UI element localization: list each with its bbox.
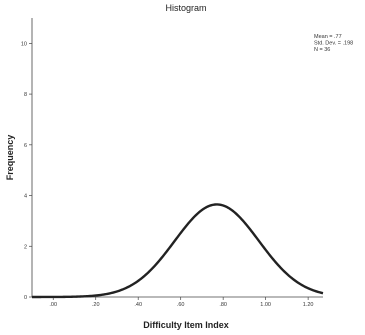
- x-tick-label: .80: [219, 302, 227, 308]
- x-axis-title: Difficulty Item Index: [143, 320, 229, 330]
- x-tick-label: .00: [49, 302, 57, 308]
- x-tick-label: .20: [92, 302, 100, 308]
- x-axis-ticks: .00 .20 .40 .60 .80 1.00 1.20: [49, 297, 313, 308]
- normal-curve: [32, 203, 324, 299]
- y-tick-label: 10: [21, 41, 27, 47]
- x-tick-label: 1.00: [260, 302, 271, 308]
- y-tick-label: 4: [24, 194, 27, 200]
- stats-line: Std. Dev. = .198: [314, 41, 353, 47]
- x-tick-label: 1.20: [303, 302, 314, 308]
- stats-line: N = 36: [314, 47, 330, 53]
- y-axis-ticks: 0 2 4 6 8 10: [21, 41, 32, 301]
- y-tick-label: 0: [24, 295, 27, 301]
- x-tick-label: .40: [134, 302, 142, 308]
- y-tick-label: 8: [24, 92, 27, 98]
- y-tick-label: 2: [24, 244, 27, 250]
- chart-title: Histogram: [165, 3, 206, 13]
- y-tick-label: 6: [24, 143, 27, 149]
- x-tick-label: .60: [177, 302, 185, 308]
- stats-line: Mean = .77: [314, 34, 342, 40]
- y-axis-title: Frequency: [5, 135, 15, 181]
